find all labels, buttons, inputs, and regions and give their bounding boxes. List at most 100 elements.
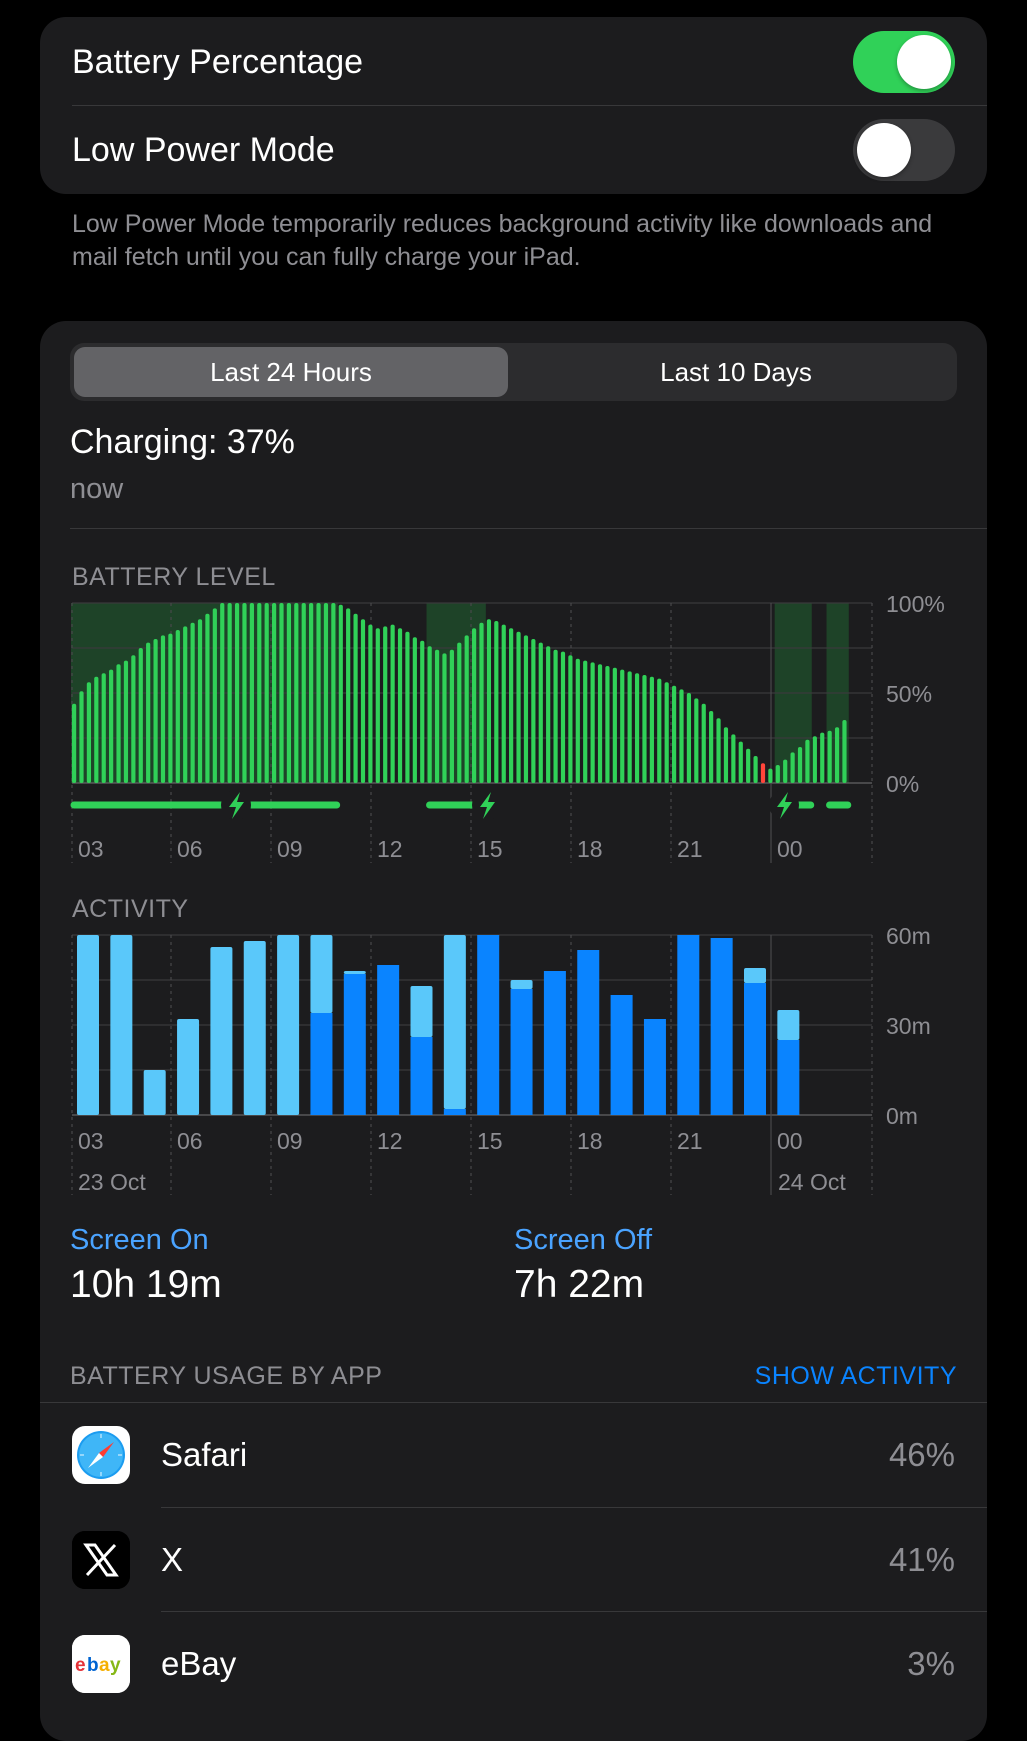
battery-bar: [649, 676, 654, 783]
app-name: eBay: [161, 1645, 237, 1682]
charging-bolt-icon: [480, 792, 495, 819]
battery-bar: [560, 651, 566, 783]
tab-last-10-days[interactable]: Last 10 Days: [660, 357, 812, 387]
battery-bar: [686, 693, 692, 783]
screen-on-bar: [410, 1037, 433, 1115]
battery-bar: [523, 635, 529, 783]
battery-bar: [205, 613, 210, 783]
screen-on-bar: [777, 1040, 800, 1115]
battery-bar: [360, 619, 366, 783]
battery-usage-by-app-heading: BATTERY USAGE BY APP: [70, 1362, 383, 1390]
battery-bar: [842, 720, 847, 783]
battery-bar: [516, 631, 521, 783]
battery-bar: [368, 624, 373, 783]
battery-bar: [672, 685, 677, 783]
tab-last-24-hours[interactable]: Last 24 Hours: [74, 347, 508, 397]
battery-bar: [597, 664, 603, 783]
battery-bar: [220, 603, 225, 783]
battery-bar: [723, 727, 729, 783]
svg-text:e: e: [75, 1655, 86, 1676]
app-row-safari[interactable]: Safari 46%: [40, 1403, 987, 1507]
x-tick-label: 09: [277, 1128, 303, 1154]
safari-icon: [72, 1426, 130, 1484]
battery-settings-card: Battery Percentage Low Power Mode: [40, 17, 987, 194]
battery-bar: [553, 649, 558, 783]
battery-bar: [405, 631, 410, 783]
battery-bar: [427, 646, 432, 783]
screen-off-bar: [310, 935, 333, 1013]
screen-off-bar: [77, 935, 99, 1115]
show-activity-button[interactable]: SHOW ACTIVITY: [754, 1362, 957, 1390]
date-label-left: 23 Oct: [78, 1169, 146, 1195]
battery-bar: [531, 639, 536, 783]
battery-bar: [412, 637, 417, 783]
x-tick-label: 18: [577, 1128, 603, 1154]
y-tick-label: 0%: [886, 771, 919, 797]
battery-bar: [183, 626, 188, 783]
battery-bar: [123, 660, 129, 783]
battery-bar: [301, 603, 306, 783]
battery-bar: [442, 653, 447, 783]
battery-bar: [664, 682, 669, 783]
battery-bar: [375, 628, 380, 783]
screen-on-bar: [744, 983, 766, 1115]
app-row-x[interactable]: X 41%: [40, 1508, 987, 1612]
low-power-mode-toggle[interactable]: [853, 119, 955, 181]
row-separator: [72, 105, 987, 106]
charging-bolt-icon: [777, 792, 792, 819]
charging-status: Charging: 37%: [70, 423, 295, 461]
battery-bar: [316, 603, 321, 783]
battery-bar: [620, 669, 625, 783]
screen-off-bar: [343, 971, 366, 974]
battery-percentage-toggle[interactable]: [853, 31, 955, 93]
battery-bar: [197, 619, 203, 783]
x-tick-label: 00: [777, 1128, 803, 1154]
battery-bar: [805, 739, 810, 783]
battery-bar: [397, 628, 403, 783]
x-tick-label: 06: [177, 836, 203, 862]
y-tick-label: 0m: [886, 1103, 918, 1129]
x-tick-label: 00: [777, 836, 803, 862]
battery-bar: [279, 603, 284, 783]
screen-on-bar: [377, 965, 400, 1115]
charging-status-time: now: [70, 473, 124, 505]
screen-on-bar: [610, 995, 633, 1115]
battery-bar: [627, 671, 632, 783]
battery-bar: [775, 765, 780, 783]
app-name: X: [161, 1541, 184, 1578]
screen-on-bar: [710, 938, 733, 1115]
x-tick-label: 03: [78, 1128, 104, 1154]
battery-bar: [501, 624, 506, 783]
battery-bar: [827, 730, 832, 783]
battery-usage-card: Last 24 Hours Last 10 Days Charging: 37%…: [40, 321, 987, 1741]
battery-bar: [272, 603, 277, 783]
y-tick-label: 60m: [886, 923, 931, 949]
x-tick-label: 12: [377, 836, 403, 862]
battery-bar: [249, 603, 254, 783]
screen-off-label: Screen Off: [514, 1224, 653, 1256]
app-row-ebay[interactable]: e b a y eBay 3%: [40, 1612, 987, 1716]
toggle-knob: [857, 123, 911, 177]
battery-bar: [257, 603, 262, 783]
battery-bar: [101, 673, 106, 783]
battery-bar: [679, 689, 684, 783]
screen-off-bar: [177, 1019, 200, 1115]
battery-bar: [509, 628, 514, 783]
x-tick-label: 15: [477, 836, 503, 862]
battery-bar: [486, 619, 492, 783]
screen-off-bar: [277, 935, 300, 1115]
screen-on-bar: [677, 935, 700, 1115]
x-tick-label: 21: [677, 1128, 703, 1154]
screen-off-bar: [143, 1070, 166, 1115]
battery-bar: [494, 621, 499, 783]
battery-level-heading: BATTERY LEVEL: [72, 563, 276, 591]
battery-bar: [464, 635, 469, 783]
screen-on-bar: [643, 1019, 666, 1115]
battery-bar: [346, 608, 351, 783]
status-separator: [70, 528, 987, 529]
y-tick-label: 100%: [886, 591, 945, 617]
battery-bar: [294, 603, 299, 783]
battery-bar: [731, 734, 736, 783]
battery-bar: [160, 635, 166, 783]
low-power-mode-label: Low Power Mode: [72, 131, 335, 169]
